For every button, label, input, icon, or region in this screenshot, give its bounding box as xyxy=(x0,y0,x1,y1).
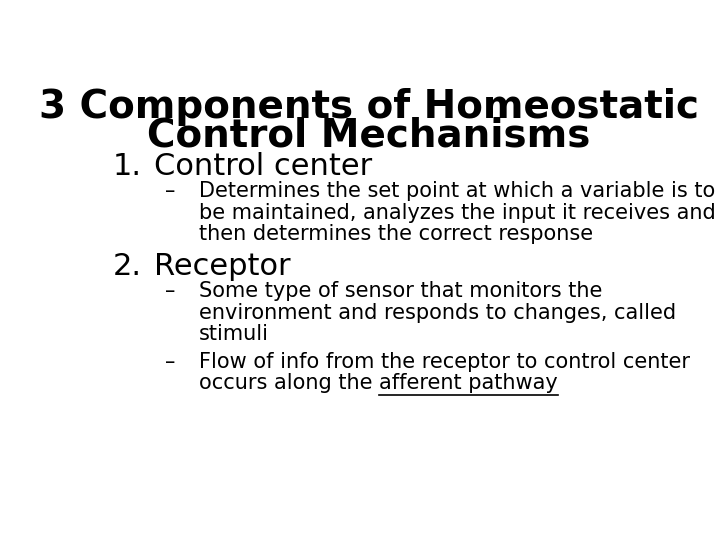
Text: be maintained, analyzes the input it receives and: be maintained, analyzes the input it rec… xyxy=(199,203,716,223)
Text: –: – xyxy=(166,352,176,372)
Text: Determines the set point at which a variable is to: Determines the set point at which a vari… xyxy=(199,181,715,201)
Text: environment and responds to changes, called: environment and responds to changes, cal… xyxy=(199,302,676,322)
Text: Flow of info from the receptor to control center: Flow of info from the receptor to contro… xyxy=(199,352,690,372)
Text: Some type of sensor that monitors the: Some type of sensor that monitors the xyxy=(199,281,602,301)
Text: then determines the correct response: then determines the correct response xyxy=(199,225,593,245)
Text: 2.: 2. xyxy=(112,252,141,281)
Text: –: – xyxy=(166,181,176,201)
Text: 1.: 1. xyxy=(112,152,141,181)
Text: Receptor: Receptor xyxy=(154,252,291,281)
Text: Control Mechanisms: Control Mechanisms xyxy=(148,117,590,155)
Text: –: – xyxy=(166,281,176,301)
Text: afferent pathway: afferent pathway xyxy=(379,373,558,393)
Text: Control center: Control center xyxy=(154,152,372,181)
Text: stimuli: stimuli xyxy=(199,324,269,345)
Text: 3 Components of Homeostatic: 3 Components of Homeostatic xyxy=(39,87,699,126)
Text: occurs along the: occurs along the xyxy=(199,373,379,393)
